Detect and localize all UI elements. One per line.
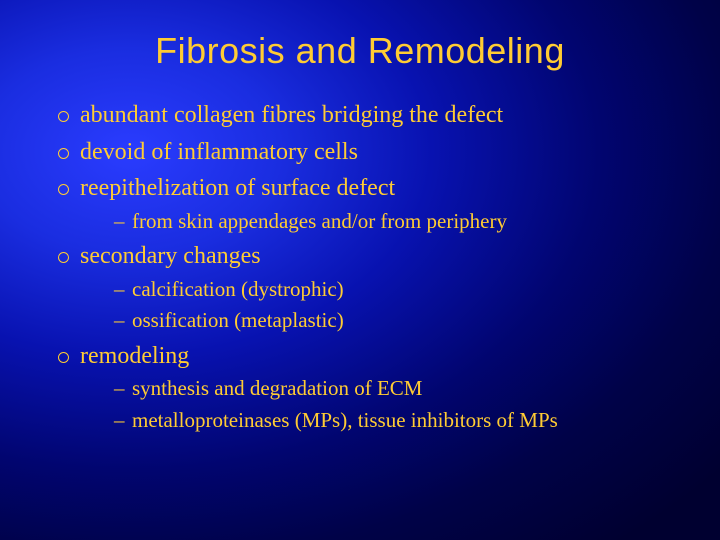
bullet-text: devoid of inflammatory cells	[80, 139, 358, 165]
sub-list-item: calcification (dystrophic)	[110, 276, 680, 303]
sub-list-item: metalloproteinases (MPs), tissue inhibit…	[110, 407, 680, 434]
sub-bullet-text: synthesis and degradation of ECM	[132, 376, 422, 400]
bullet-text: secondary changes	[80, 243, 261, 269]
sub-bullet-text: calcification (dystrophic)	[132, 277, 344, 301]
sub-bullet-list: from skin appendages and/or from periphe…	[80, 208, 680, 235]
sub-bullet-text: from skin appendages and/or from periphe…	[132, 209, 507, 233]
sub-bullet-text: ossification (metaplastic)	[132, 308, 344, 332]
sub-list-item: ossification (metaplastic)	[110, 307, 680, 334]
bullet-text: reepithelization of surface defect	[80, 175, 395, 201]
sub-bullet-list: calcification (dystrophic) ossification …	[80, 276, 680, 335]
sub-bullet-list: synthesis and degradation of ECM metallo…	[80, 375, 680, 434]
list-item: abundant collagen fibres bridging the de…	[52, 100, 680, 131]
sub-bullet-text: metalloproteinases (MPs), tissue inhibit…	[132, 408, 558, 432]
slide-title: Fibrosis and Remodeling	[0, 0, 720, 72]
slide: Fibrosis and Remodeling abundant collage…	[0, 0, 720, 540]
list-item: devoid of inflammatory cells	[52, 137, 680, 168]
list-item: remodeling synthesis and degradation of …	[52, 341, 680, 434]
sub-list-item: synthesis and degradation of ECM	[110, 375, 680, 402]
bullet-list: abundant collagen fibres bridging the de…	[52, 100, 680, 434]
bullet-text: abundant collagen fibres bridging the de…	[80, 102, 503, 128]
list-item: secondary changes calcification (dystrop…	[52, 241, 680, 334]
slide-body: abundant collagen fibres bridging the de…	[0, 72, 720, 434]
sub-list-item: from skin appendages and/or from periphe…	[110, 208, 680, 235]
bullet-text: remodeling	[80, 343, 189, 369]
list-item: reepithelization of surface defect from …	[52, 173, 680, 235]
